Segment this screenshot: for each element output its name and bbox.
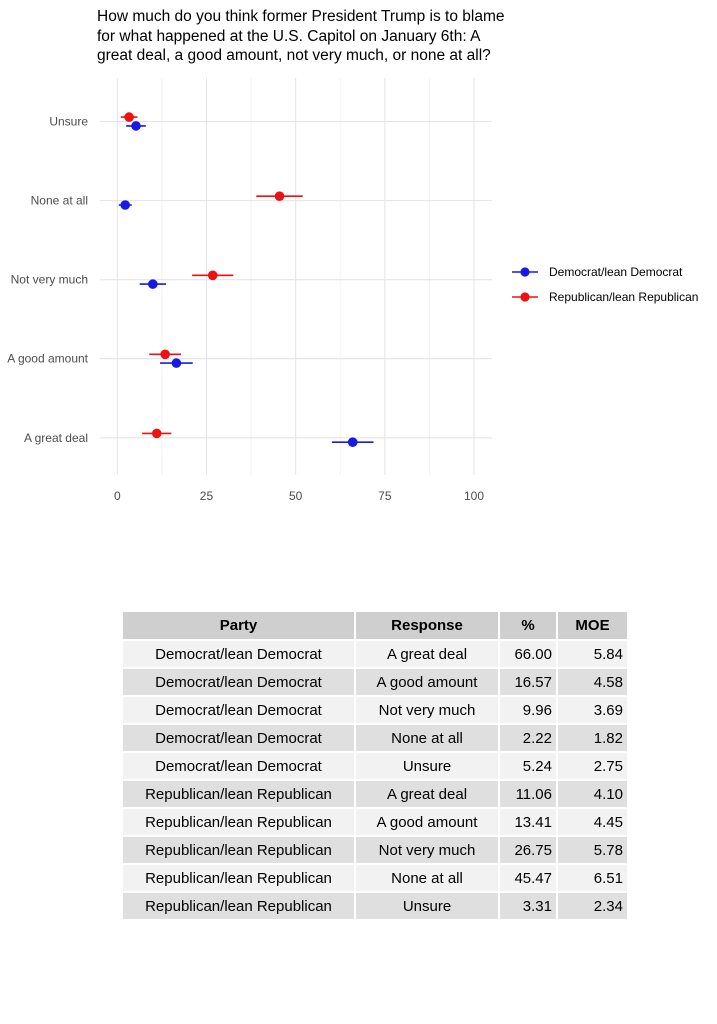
cell-moe: 2.75: [558, 753, 627, 779]
cell-party: Republican/lean Republican: [123, 837, 354, 863]
cell-pct: 26.75: [500, 837, 556, 863]
point-republican-a-great-deal: [151, 428, 162, 439]
cell-party: Democrat/lean Democrat: [123, 641, 354, 667]
cell-pct: 16.57: [500, 669, 556, 695]
cell-moe: 4.45: [558, 809, 627, 835]
chart-title-line: for what happened at the U.S. Capitol on…: [97, 27, 481, 45]
cell-response: A good amount: [356, 809, 498, 835]
table-row: Republican/lean Republican A great deal 11…: [123, 781, 627, 807]
point-democrat-a-great-deal: [347, 437, 358, 448]
cell-party: Democrat/lean Democrat: [123, 753, 354, 779]
cell-party: Republican/lean Republican: [123, 893, 354, 919]
cell-moe: 5.84: [558, 641, 627, 667]
col-header-response: Response: [356, 612, 498, 639]
cell-response: A great deal: [356, 781, 498, 807]
y-category-label: None at all: [31, 194, 88, 208]
cell-moe: 2.34: [558, 893, 627, 919]
col-header-party: Party: [123, 612, 354, 639]
cell-party: Republican/lean Republican: [123, 809, 354, 835]
x-tick-label: 100: [464, 489, 484, 503]
cell-pct: 2.22: [500, 725, 556, 751]
cell-party: Democrat/lean Democrat: [123, 725, 354, 751]
table-row: Republican/lean Republican None at all 45.…: [123, 865, 627, 891]
table-row: Democrat/lean Democrat A great deal 66.00 5…: [123, 641, 627, 667]
results-table: Party Response% MOE Democrat/lean Democrat…: [121, 610, 629, 921]
cell-party: Democrat/lean Democrat: [123, 669, 354, 695]
cell-moe: 4.10: [558, 781, 627, 807]
y-category-label: Unsure: [49, 115, 88, 129]
cell-pct: 9.96: [500, 697, 556, 723]
cell-response: None at all: [356, 865, 498, 891]
cell-response: None at all: [356, 725, 498, 751]
legend-label: Democrat/lean Democrat: [549, 264, 683, 279]
point-republican-unsure: [124, 112, 134, 122]
cell-moe: 4.58: [558, 669, 627, 695]
table-row: Republican/lean Republican Unsure 3.31 2.34: [123, 893, 627, 919]
y-category-label: Not very much: [11, 273, 88, 287]
chart-title-line: How much do you think former President T…: [97, 8, 505, 25]
cell-pct: 66.00: [500, 641, 556, 667]
table-row: Democrat/lean Democrat None at all 2.22 1.8…: [123, 725, 627, 751]
point-democrat-not-very-much: [148, 279, 158, 289]
point-democrat-none-at-all: [120, 200, 131, 210]
cell-party: Republican/lean Republican: [123, 781, 354, 807]
y-category-label: A good amount: [7, 352, 88, 366]
table-header-row: Party Response% MOE: [123, 612, 627, 639]
cell-response: Not very much: [356, 697, 498, 723]
cell-response: Unsure: [356, 893, 498, 919]
cell-pct: 13.41: [500, 809, 556, 835]
x-tick-label: 50: [289, 489, 303, 503]
cell-pct: 3.31: [500, 893, 556, 919]
cell-response: Unsure: [356, 753, 498, 779]
cell-pct: 11.06: [500, 781, 556, 807]
x-tick-label: 0: [114, 489, 121, 503]
cell-party: Democrat/lean Democrat: [123, 697, 354, 723]
table-row: Democrat/lean Democrat A good amount 16.57…: [123, 669, 627, 695]
legend-key-democrat-icon: [512, 266, 538, 277]
legend-item-democrat: Democrat/lean Democrat: [511, 259, 698, 284]
table-row: Republican/lean Republican Not very much 2…: [123, 837, 627, 863]
cell-party: Republican/lean Republican: [123, 865, 354, 891]
cell-moe: 6.51: [558, 865, 627, 891]
point-democrat-a-good-amount: [171, 358, 182, 368]
col-header-moe: MOE: [558, 612, 627, 639]
col-header-pct: %: [500, 612, 556, 639]
x-tick-label: 25: [200, 489, 214, 503]
point-republican-a-good-amount: [160, 349, 170, 360]
point-republican-not-very-much: [207, 270, 218, 281]
cell-response: A great deal: [356, 641, 498, 667]
x-tick-label: 75: [378, 489, 392, 503]
chart-title-line: great deal, a good amount, not very much…: [97, 47, 491, 64]
legend-key-republican-icon: [512, 291, 538, 302]
cell-response: A good amount: [356, 669, 498, 695]
cell-pct: 5.24: [500, 753, 556, 779]
dot-plot: 0 25 50 75 100 Unsure None at all Not very much…: [7, 78, 492, 503]
cell-response: Not very much: [356, 837, 498, 863]
legend-label: Republican/lean Republican: [549, 289, 699, 304]
legend-item-republican: Republican/lean Republican: [511, 284, 698, 309]
cell-moe: 1.82: [558, 725, 627, 751]
point-republican-none-at-all: [274, 191, 285, 201]
table-row: Democrat/lean Democrat Unsure 5.24 2.75: [123, 753, 627, 779]
chart-title: How much do you think former President T…: [97, 7, 504, 66]
table-row: Democrat/lean Democrat Not very much 9.96 3…: [123, 697, 627, 723]
y-category-label: A great deal: [24, 431, 88, 445]
cell-pct: 45.47: [500, 865, 556, 891]
point-democrat-unsure: [131, 121, 141, 131]
chart-legend: Democrat/lean Democrat Republican/lean Re…: [511, 259, 698, 309]
cell-moe: 5.78: [558, 837, 627, 863]
table-row: Republican/lean Republican A good amount 1…: [123, 809, 627, 835]
cell-moe: 3.69: [558, 697, 627, 723]
